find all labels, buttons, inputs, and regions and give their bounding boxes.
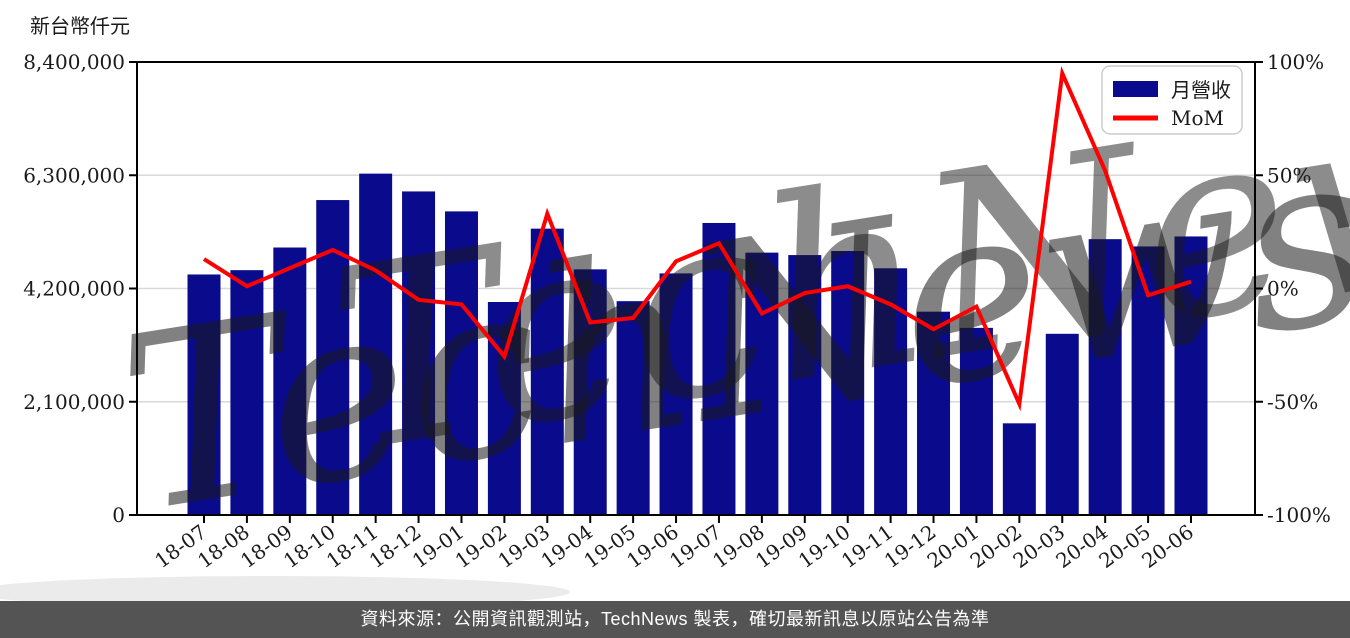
y-axis-unit-label: 新台幣仟元 — [30, 14, 130, 38]
y-right-tick-label: 100% — [1267, 50, 1324, 74]
revenue-bar — [444, 211, 478, 515]
legend-swatch-revenue — [1113, 81, 1158, 97]
revenue-bar — [1002, 423, 1036, 515]
y-left-tick-label: 6,300,000 — [23, 163, 125, 187]
legend: 月營收 MoM — [1101, 65, 1243, 135]
revenue-bar — [831, 251, 865, 515]
revenue-bar — [402, 191, 436, 515]
revenue-bar — [573, 269, 607, 515]
y-left-tick-label: 0 — [112, 503, 125, 527]
revenue-bar — [273, 247, 307, 515]
revenue-bar — [917, 311, 951, 515]
y-right-tick-label: 50% — [1267, 163, 1311, 187]
watermark-swoosh — [0, 576, 570, 608]
mom-line — [202, 65, 1192, 412]
footer-note: 資料來源：公開資訊觀測站，TechNews 製表，確切最新訊息以原站公告為準 — [0, 601, 1350, 638]
revenue-bar — [487, 301, 521, 515]
revenue-bar — [1045, 333, 1079, 515]
y-left-tick-label: 4,200,000 — [23, 277, 125, 301]
revenue-bar — [959, 327, 993, 515]
y-left-tick-label: 8,400,000 — [23, 50, 125, 74]
revenue-bar — [230, 270, 264, 515]
mom-polyline — [202, 65, 1192, 412]
revenue-bar — [659, 273, 693, 515]
revenue-bar — [1088, 239, 1122, 516]
axes — [129, 61, 1263, 523]
legend-label-mom: MoM — [1171, 106, 1224, 130]
revenue-bar — [359, 173, 393, 515]
revenue-bars — [187, 173, 1208, 516]
revenue-bar — [616, 301, 650, 515]
legend-label-revenue: 月營收 — [1171, 78, 1231, 102]
revenue-bar — [530, 228, 564, 515]
revenue-bar — [702, 222, 736, 515]
y-right-tick-label: -100% — [1267, 503, 1331, 527]
revenue-bar — [187, 274, 221, 515]
y-right-tick-label: 0% — [1267, 277, 1299, 301]
y-right-tick-label: -50% — [1267, 390, 1318, 414]
y-left-tick-label: 2,100,000 — [23, 390, 125, 414]
